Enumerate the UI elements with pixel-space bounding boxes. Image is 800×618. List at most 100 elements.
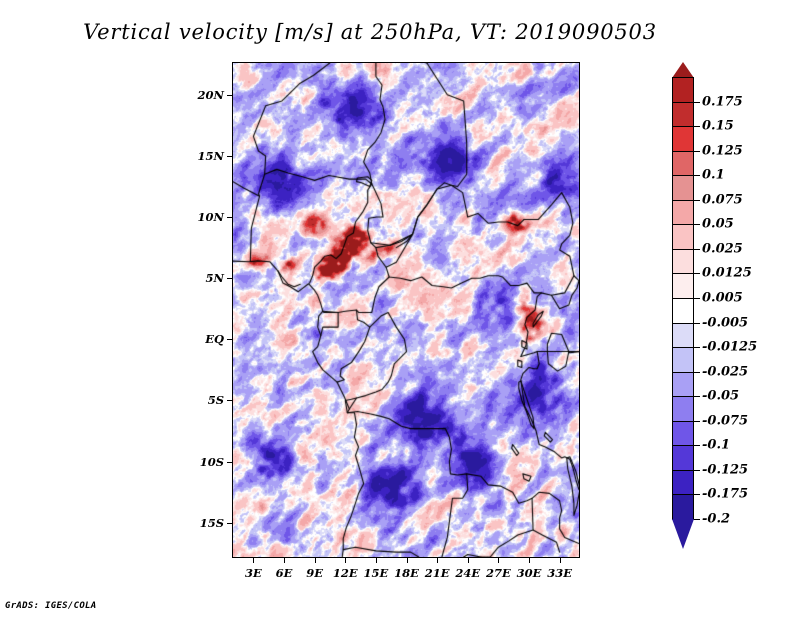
latitude-tick-mark: [227, 522, 232, 524]
colorbar-tick-mark: [694, 371, 700, 373]
colorbar-band: [672, 150, 694, 177]
latitude-tick-mark: [227, 278, 232, 280]
longitude-tick-label: 6E: [275, 566, 293, 580]
colorbar-band: [672, 248, 694, 275]
colorbar-band: [672, 126, 694, 152]
latitude-tick-label: 15S: [199, 515, 224, 530]
colorbar-band: [672, 445, 694, 471]
longitude-tick-label: 15E: [363, 566, 389, 580]
colorbar-overflow-low-arrow-icon: [672, 519, 694, 549]
colorbar-tick-mark: [694, 101, 700, 103]
longitude-tick-mark: [253, 558, 255, 563]
longitude-tick-label: 24E: [455, 566, 481, 580]
colorbar-band: [672, 199, 694, 226]
latitude-tick-mark: [227, 339, 232, 341]
latitude-tick-label: EQ: [205, 332, 224, 347]
longitude-tick-label: 18E: [394, 566, 419, 580]
colorbar-tick-mark: [694, 224, 700, 226]
colorbar-tick-label: -0.175: [702, 486, 749, 502]
colorbar: [672, 77, 694, 520]
colorbar-tick-label: -0.1: [702, 437, 731, 453]
colorbar-tick-label: 0.05: [702, 216, 734, 232]
longitude-tick-mark: [498, 558, 500, 563]
longitude-tick-label: 3E: [245, 566, 262, 580]
colorbar-tick-label: 0.125: [702, 143, 743, 159]
colorbar-band: [672, 77, 694, 103]
colorbar-band: [672, 298, 694, 324]
latitude-tick-label: 10N: [197, 210, 224, 225]
latitude-tick-label: 10S: [199, 454, 224, 469]
colorbar-tick-label: -0.05: [702, 388, 740, 404]
colorbar-band: [672, 420, 694, 447]
grads-attribution: GrADS: IGES/COLA: [5, 601, 97, 611]
colorbar-band: [672, 273, 694, 299]
colorbar-band: [672, 347, 694, 373]
longitude-tick-mark: [345, 558, 347, 563]
colorbar-tick-mark: [694, 298, 700, 299]
colorbar-tick-mark: [694, 322, 700, 324]
longitude-tick-label: 9E: [306, 566, 324, 580]
page-title: Vertical velocity [m/s] at 250hPa, VT: 2…: [83, 20, 657, 44]
colorbar-tick-mark: [694, 494, 700, 496]
longitude-tick-label: 30E: [516, 566, 542, 580]
colorbar-tick-mark: [694, 445, 700, 447]
latitude-tick-mark: [227, 461, 232, 463]
colorbar-tick-label: -0.125: [702, 462, 749, 478]
latitude-tick-mark: [227, 94, 232, 96]
colorbar-band: [672, 175, 694, 201]
colorbar-tick-label: -0.025: [702, 364, 749, 380]
colorbar-tick-mark: [694, 469, 700, 471]
colorbar-tick-label: 0.025: [702, 241, 743, 257]
latitude-tick-mark: [227, 155, 232, 157]
country-borders-overlay: [233, 63, 579, 557]
latitude-tick-label: 20N: [197, 87, 224, 102]
colorbar-tick-mark: [694, 175, 700, 177]
latitude-tick-label: 15N: [197, 148, 224, 163]
longitude-tick-mark: [559, 558, 561, 563]
colorbar-tick-label: -0.0125: [702, 339, 758, 355]
latitude-tick-label: 5N: [205, 271, 224, 286]
longitude-tick-mark: [437, 558, 439, 563]
colorbar-tick-label: 0.15: [702, 118, 734, 134]
longitude-tick-label: 21E: [424, 566, 450, 580]
colorbar-tick-mark: [694, 396, 700, 398]
colorbar-tick-mark: [694, 420, 700, 422]
colorbar-overflow-high-arrow-icon: [672, 62, 694, 78]
colorbar-tick-mark: [694, 248, 700, 250]
colorbar-tick-label: 0.075: [702, 192, 743, 208]
colorbar-tick-label: -0.2: [702, 511, 731, 527]
colorbar-tick-label: -0.075: [702, 413, 749, 429]
map-plot-area: [232, 62, 580, 558]
longitude-tick-mark: [284, 558, 286, 563]
colorbar-band: [672, 469, 694, 496]
longitude-tick-label: 27E: [485, 566, 511, 580]
colorbar-band: [672, 322, 694, 349]
longitude-tick-mark: [406, 558, 408, 563]
colorbar-tick-mark: [694, 273, 700, 275]
colorbar-tick-label: 0.0125: [702, 265, 752, 281]
latitude-tick-label: 5S: [207, 393, 224, 408]
colorbar-band: [672, 371, 694, 398]
colorbar-tick-mark: [694, 199, 700, 201]
colorbar-tick-label: -0.005: [702, 315, 749, 331]
latitude-tick-mark: [227, 400, 232, 402]
longitude-tick-mark: [528, 558, 530, 563]
colorbar-tick-mark: [694, 519, 700, 520]
colorbar-tick-mark: [694, 150, 700, 152]
colorbar-tick-mark: [694, 347, 700, 349]
colorbar-tick-label: 0.005: [702, 290, 743, 306]
colorbar-band: [672, 396, 694, 422]
colorbar-band: [672, 224, 694, 250]
longitude-tick-label: 12E: [332, 566, 358, 580]
colorbar-tick-label: 0.175: [702, 94, 743, 110]
longitude-tick-mark: [467, 558, 469, 563]
latitude-tick-mark: [227, 217, 232, 219]
colorbar-band: [672, 101, 694, 128]
colorbar-band: [672, 494, 694, 520]
colorbar-tick-mark: [694, 126, 700, 128]
longitude-tick-mark: [375, 558, 377, 563]
colorbar-tick-label: 0.1: [702, 167, 725, 183]
longitude-tick-label: 33E: [547, 566, 572, 580]
longitude-tick-mark: [314, 558, 316, 563]
